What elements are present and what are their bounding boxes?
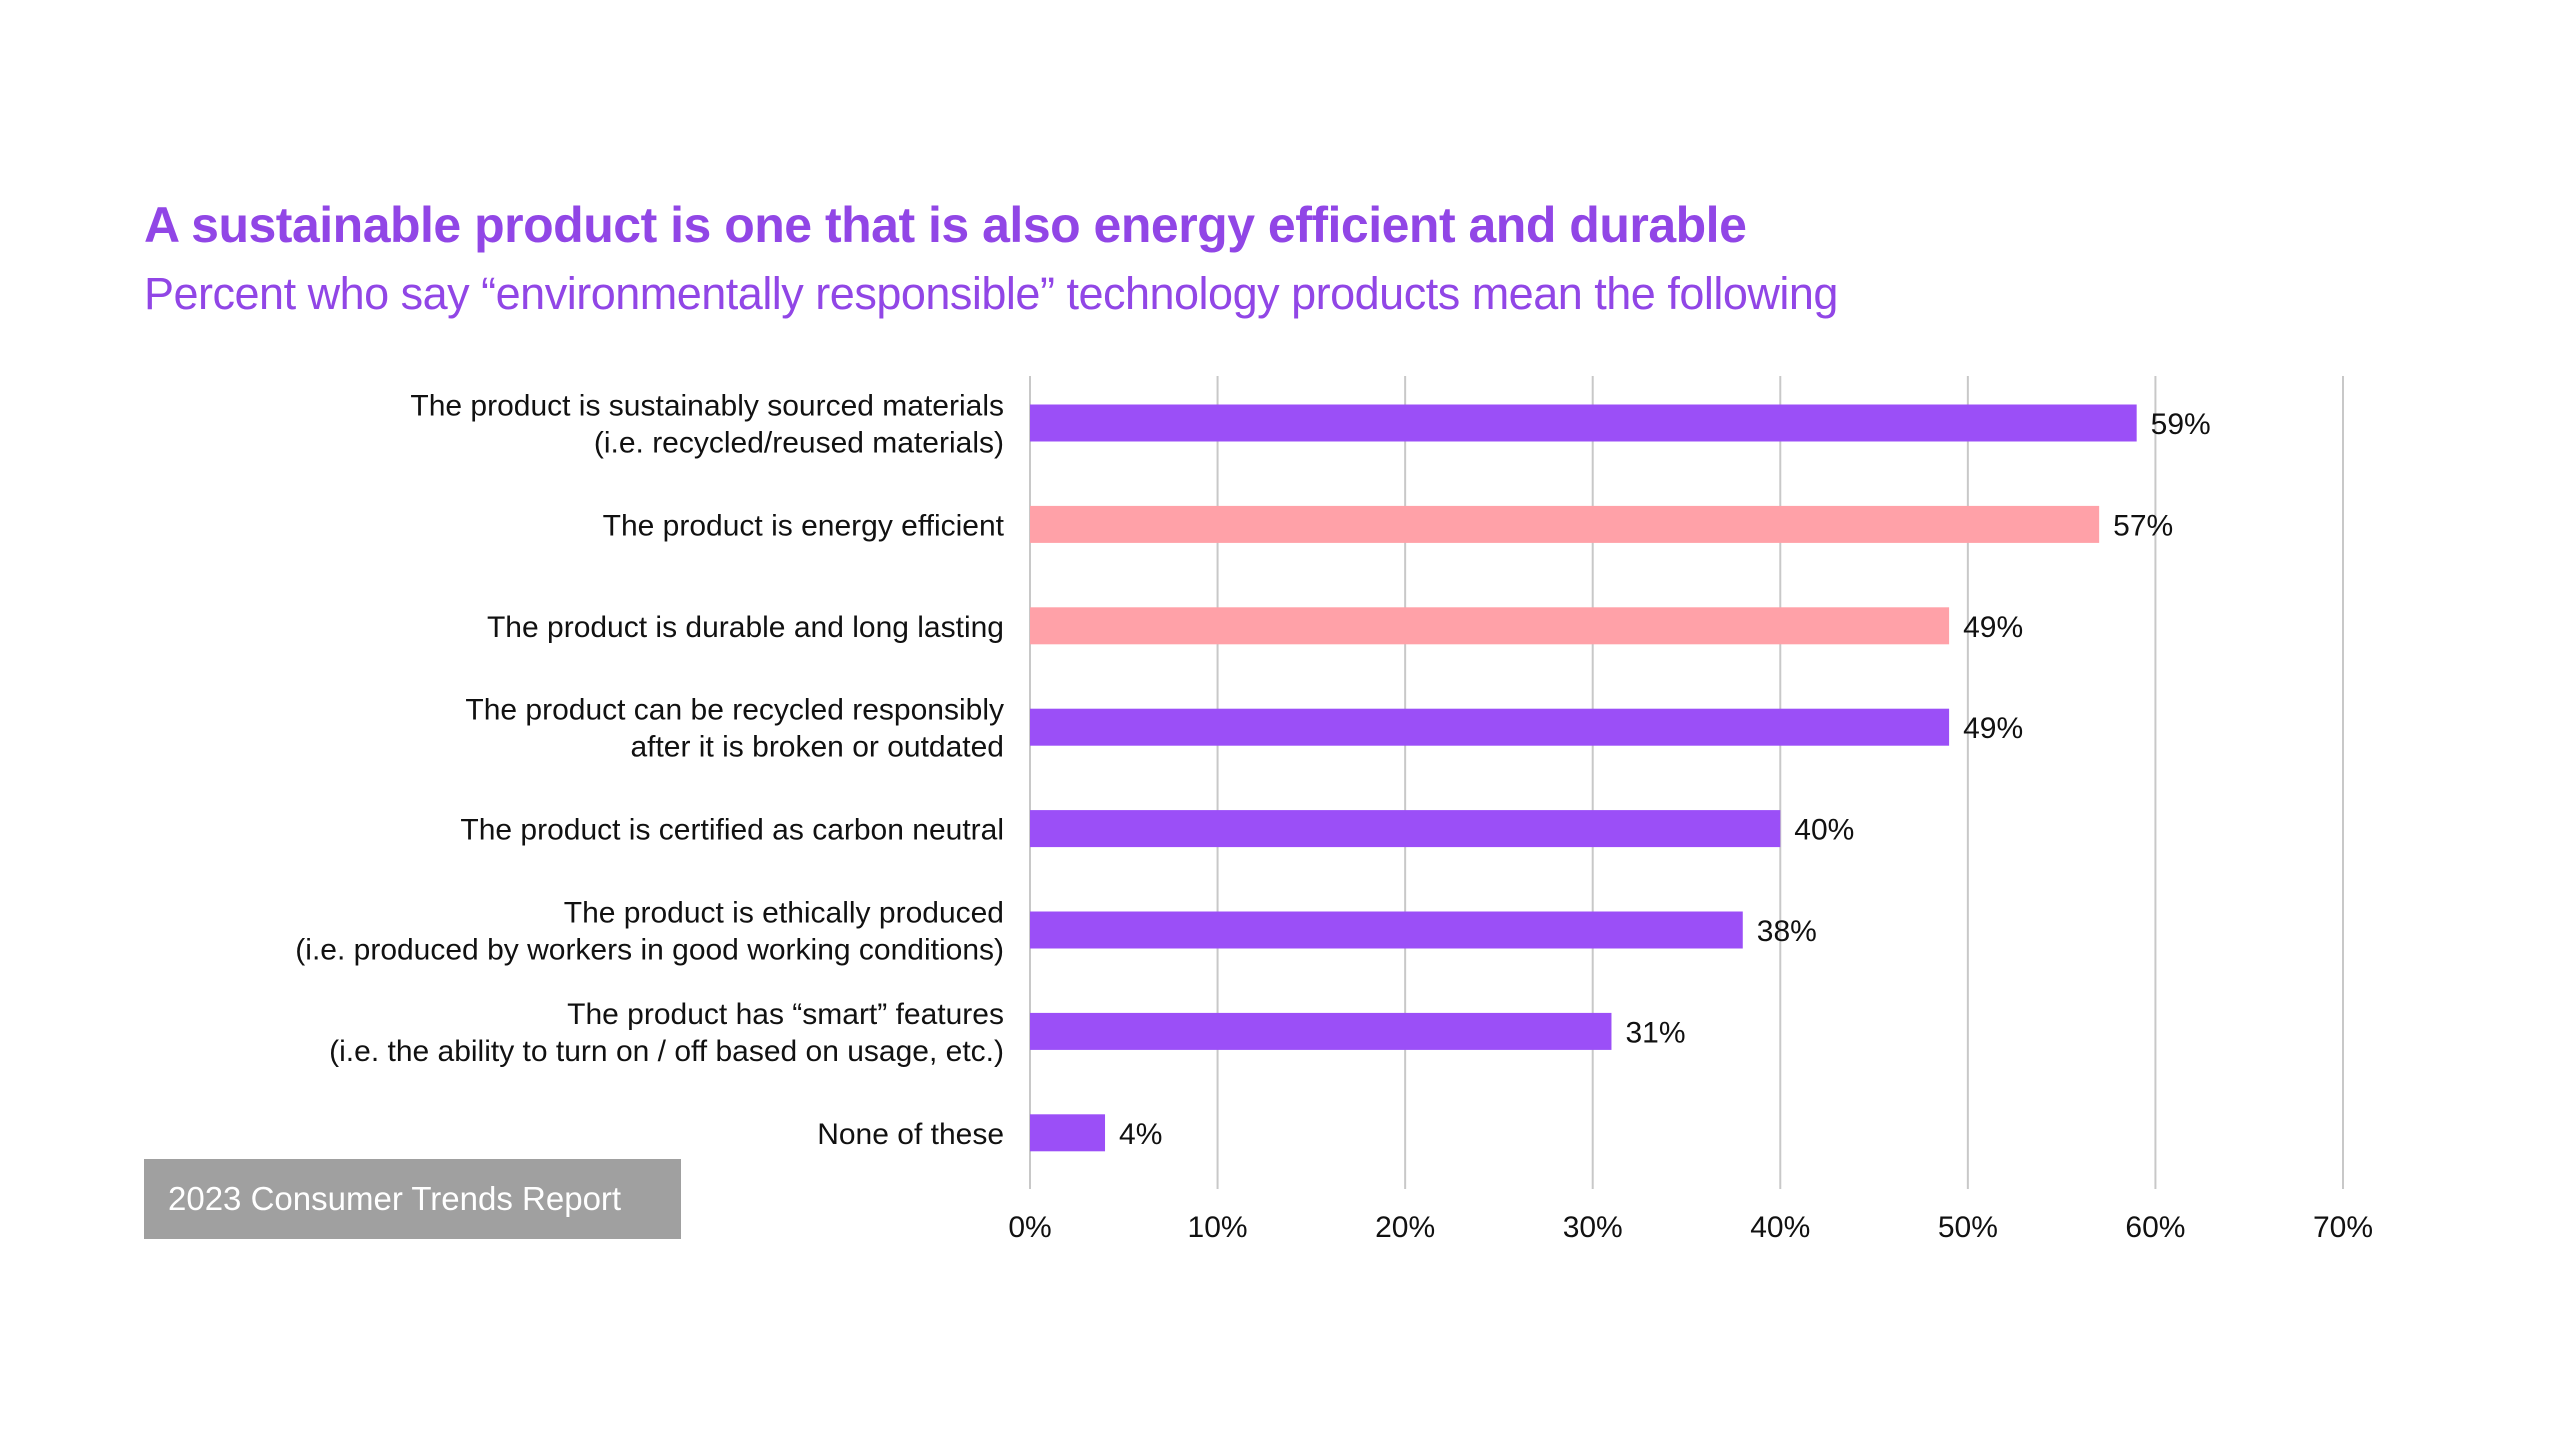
bar xyxy=(1030,911,1743,949)
category-label: The product has “smart” features xyxy=(567,998,1004,1031)
x-tick-label: 0% xyxy=(1008,1211,1051,1244)
category-label: (i.e. produced by workers in good workin… xyxy=(295,934,1004,967)
bar xyxy=(1030,810,1781,848)
chart-subtitle: Percent who say “environmentally respons… xyxy=(144,268,1838,319)
category-label: The product is ethically produced xyxy=(564,897,1004,930)
data-label: 38% xyxy=(1757,915,1817,948)
x-tick-label: 30% xyxy=(1563,1211,1623,1244)
data-label: 49% xyxy=(1963,611,2023,644)
x-tick-label: 60% xyxy=(2125,1211,2185,1244)
category-label: The product is durable and long lasting xyxy=(487,611,1004,644)
data-label: 49% xyxy=(1963,712,2023,745)
x-tick-label: 70% xyxy=(2313,1211,2373,1244)
x-tick-label: 50% xyxy=(1938,1211,1998,1244)
category-label: (i.e. the ability to turn on / off based… xyxy=(329,1035,1004,1068)
category-label: after it is broken or outdated xyxy=(630,731,1004,764)
data-label: 4% xyxy=(1119,1118,1162,1151)
x-tick-label: 20% xyxy=(1375,1211,1435,1244)
chart-title: A sustainable product is one that is als… xyxy=(144,197,1747,253)
bar xyxy=(1030,404,2137,442)
x-tick-label: 10% xyxy=(1188,1211,1248,1244)
category-label: (i.e. recycled/reused materials) xyxy=(594,427,1004,460)
data-label: 59% xyxy=(2151,408,2211,441)
data-label: 31% xyxy=(1625,1016,1685,1049)
bar xyxy=(1030,505,2100,543)
category-label: The product is certified as carbon neutr… xyxy=(460,814,1004,847)
bar xyxy=(1030,708,1950,746)
x-tick-label: 40% xyxy=(1750,1211,1810,1244)
data-label: 57% xyxy=(2113,509,2173,542)
category-label: The product can be recycled responsibly xyxy=(465,694,1004,727)
data-label: 40% xyxy=(1794,814,1854,847)
bar xyxy=(1030,1012,1612,1050)
category-label: The product is sustainably sourced mater… xyxy=(410,390,1004,423)
bar xyxy=(1030,1114,1106,1152)
report-label: 2023 Consumer Trends Report xyxy=(144,1159,681,1239)
category-label: The product is energy efficient xyxy=(603,509,1005,542)
bar xyxy=(1030,607,1950,645)
category-label: None of these xyxy=(817,1118,1004,1151)
